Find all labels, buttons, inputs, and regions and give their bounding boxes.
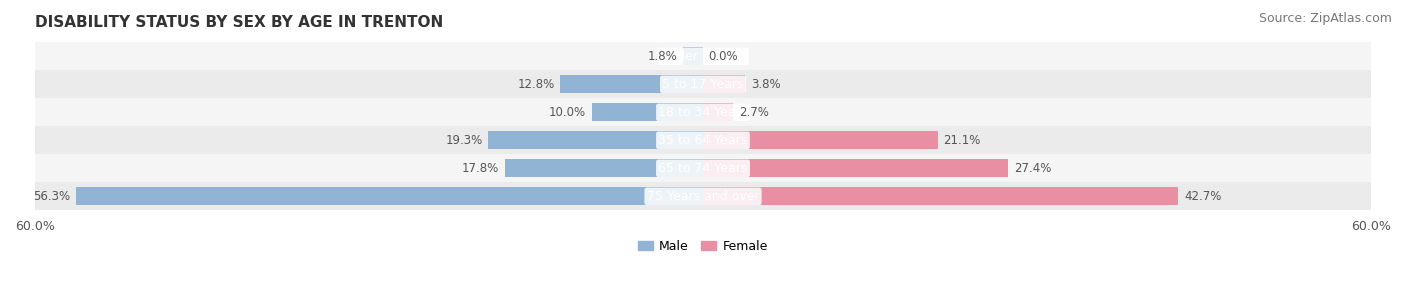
- Bar: [35, 70, 1371, 98]
- Text: 12.8%: 12.8%: [517, 78, 555, 91]
- Text: 42.7%: 42.7%: [1184, 190, 1222, 203]
- Bar: [703, 103, 733, 121]
- Bar: [703, 187, 1178, 206]
- Bar: [35, 154, 1371, 182]
- Text: 75 Years and over: 75 Years and over: [647, 190, 759, 203]
- Text: 3.8%: 3.8%: [751, 78, 780, 91]
- Text: 1.8%: 1.8%: [648, 50, 678, 63]
- Bar: [683, 47, 703, 65]
- Text: Under 5 Years: Under 5 Years: [659, 50, 747, 63]
- Bar: [703, 159, 1008, 178]
- Legend: Male, Female: Male, Female: [633, 235, 773, 258]
- Text: 2.7%: 2.7%: [738, 106, 769, 119]
- Text: DISABILITY STATUS BY SEX BY AGE IN TRENTON: DISABILITY STATUS BY SEX BY AGE IN TRENT…: [35, 15, 443, 30]
- Text: 21.1%: 21.1%: [943, 134, 981, 147]
- Text: 5 to 17 Years: 5 to 17 Years: [662, 78, 744, 91]
- Bar: [703, 131, 938, 149]
- Text: 0.0%: 0.0%: [709, 50, 738, 63]
- Text: 19.3%: 19.3%: [446, 134, 482, 147]
- Text: Source: ZipAtlas.com: Source: ZipAtlas.com: [1258, 12, 1392, 25]
- Text: 65 to 74 Years: 65 to 74 Years: [658, 162, 748, 175]
- Text: 35 to 64 Years: 35 to 64 Years: [658, 134, 748, 147]
- Bar: [35, 126, 1371, 154]
- Text: 10.0%: 10.0%: [548, 106, 586, 119]
- Bar: [488, 131, 703, 149]
- Bar: [703, 75, 745, 93]
- Bar: [592, 103, 703, 121]
- Text: 18 to 34 Years: 18 to 34 Years: [658, 106, 748, 119]
- Bar: [35, 182, 1371, 210]
- Bar: [35, 98, 1371, 126]
- Text: 27.4%: 27.4%: [1014, 162, 1052, 175]
- Text: 56.3%: 56.3%: [34, 190, 70, 203]
- Bar: [505, 159, 703, 178]
- Bar: [35, 42, 1371, 70]
- Text: 17.8%: 17.8%: [463, 162, 499, 175]
- Bar: [561, 75, 703, 93]
- Bar: [76, 187, 703, 206]
